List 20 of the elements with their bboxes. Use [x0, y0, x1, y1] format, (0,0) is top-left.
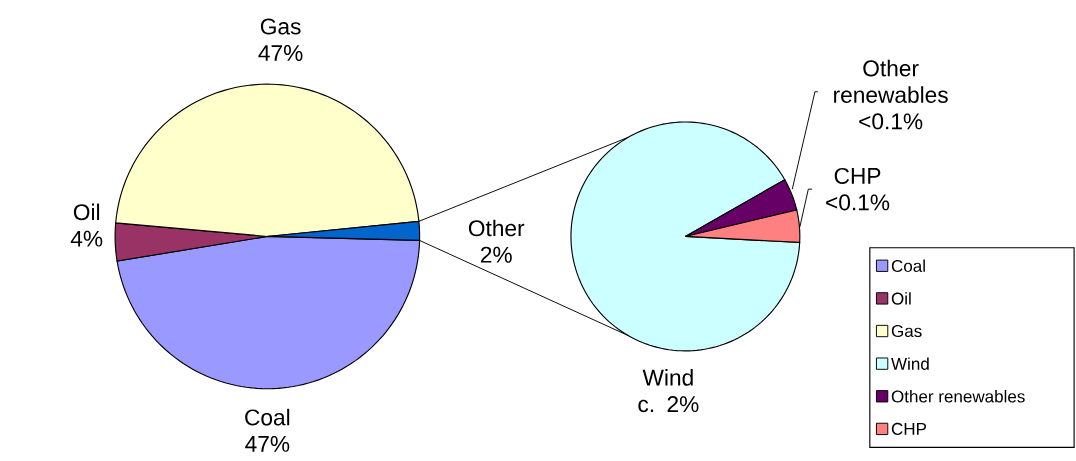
- data-label: 47%: [258, 45, 303, 62]
- slice-label: Wind: [642, 369, 693, 386]
- legend-label: Wind: [891, 357, 929, 371]
- data-label: 47%: [245, 436, 290, 453]
- slice-label: Oil: [73, 203, 100, 221]
- data-label: <0.1%: [859, 113, 923, 130]
- legend-label: Coal: [891, 259, 925, 273]
- legend-label: Oil: [891, 292, 911, 305]
- data-label: 2%: [480, 246, 512, 263]
- slice-label: Gas: [260, 18, 301, 35]
- slice-label: CHP: [834, 168, 881, 185]
- legend-label: CHP: [891, 423, 927, 436]
- legend-label: Gas: [891, 325, 922, 338]
- legend-label: Other renewables: [891, 390, 1025, 403]
- slice-label: Other renewables: [834, 59, 948, 104]
- data-label: c. 2%: [638, 396, 699, 413]
- data-label: 4%: [70, 230, 103, 247]
- slice-label: Other: [468, 219, 525, 237]
- data-label: <0.1%: [826, 194, 890, 211]
- slice-label: Coal: [245, 409, 290, 426]
